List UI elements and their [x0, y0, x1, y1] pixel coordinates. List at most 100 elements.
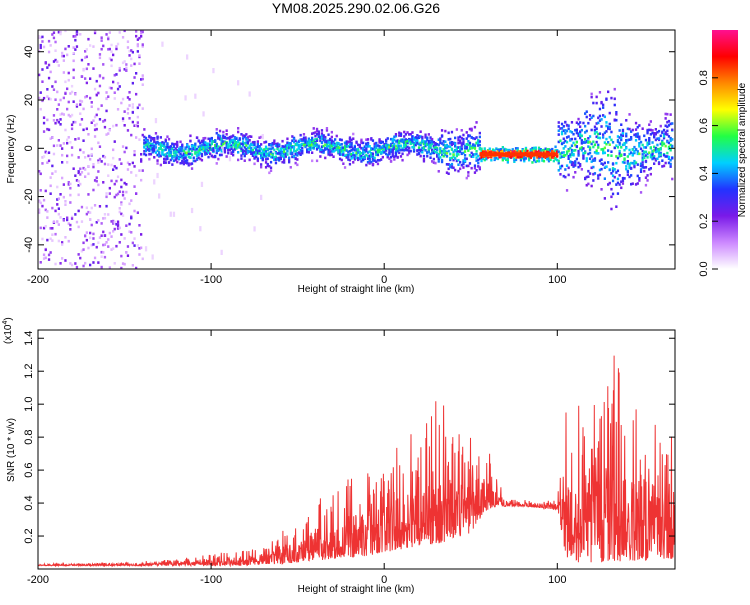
spectrogram-cell [450, 162, 454, 166]
spectrogram-cell [618, 154, 621, 158]
spectrogram-cell [113, 195, 116, 199]
spectrogram-cell [375, 150, 378, 154]
spectrogram-cell [439, 151, 442, 154]
spectrogram-cell [408, 151, 411, 155]
spectrogram-cell [574, 143, 577, 147]
spectrogram-cell [47, 159, 51, 163]
spectrogram-cell [311, 146, 314, 150]
spectrogram-cell [138, 54, 141, 57]
spectrogram-cell [151, 147, 154, 150]
spectrogram-cell [79, 33, 82, 36]
spectrogram-cell [246, 151, 250, 154]
spectrogram-cell [151, 142, 154, 146]
spectrogram-cell [294, 153, 297, 156]
spectrogram-cell [389, 148, 393, 151]
spectrogram-cell [646, 143, 649, 147]
spectrogram-cell [154, 146, 158, 149]
spectrogram-cell [146, 143, 149, 146]
spectrogram-cell [51, 227, 54, 230]
spectrogram-cell [116, 222, 120, 226]
spectrogram-cell [634, 128, 638, 131]
spectrogram-cell [241, 149, 245, 152]
spectrogram-cell [454, 168, 457, 172]
spectrogram-cell [274, 144, 278, 147]
spectrogram-cell [59, 193, 62, 196]
spectrogram-cell [404, 133, 407, 136]
spectrogram-cell [651, 150, 654, 153]
spectrogram-cell [396, 146, 399, 150]
spectrogram-cell [649, 167, 652, 170]
spectrogram-cell [352, 153, 355, 157]
spectrogram-cell [125, 190, 128, 194]
spectrogram-cell [315, 129, 319, 133]
spectrogram-cell [486, 156, 490, 159]
spectrogram-cell [93, 179, 97, 182]
spectrogram-cell [217, 157, 220, 161]
spectrogram-cell [176, 145, 179, 148]
spectrogram-cell [603, 115, 606, 119]
spectrogram-cell [618, 136, 621, 139]
spectrogram-cell [362, 158, 365, 161]
spectrogram-cell [51, 233, 54, 236]
spectrogram-cell [225, 137, 228, 140]
spectrogram-cell [241, 137, 245, 140]
spectrogram-cell [113, 182, 116, 186]
spectrogram-cell [174, 142, 177, 146]
spectrogram-cell [419, 143, 422, 147]
spectrogram-cell [125, 63, 128, 66]
spectrogram-cell [84, 234, 87, 237]
spectrogram-cell [107, 213, 110, 216]
spectrogram-cell [654, 150, 657, 154]
spectrogram-cell [46, 127, 49, 131]
spectrogram-cell [560, 122, 564, 126]
spectrogram-cell [207, 137, 210, 141]
spectrogram-cell [444, 150, 447, 153]
spectrogram-cell [551, 147, 554, 151]
spectrogram-cell [597, 143, 600, 147]
spectrogram-cell [588, 114, 592, 117]
spectrogram-cell [546, 148, 549, 151]
spectrogram-cell [577, 134, 580, 137]
spectrogram-cell [380, 151, 383, 154]
spectrogram-cell [61, 51, 64, 55]
spectrogram-cell [662, 153, 666, 157]
spectrogram-cell [212, 140, 215, 143]
spectrogram-cell [371, 162, 375, 166]
spectrogram-cell [95, 127, 98, 131]
spectrogram-cell [153, 179, 156, 185]
spectrogram-cell [651, 151, 654, 155]
spectrogram-cell [269, 144, 273, 147]
spectrogram-cell [381, 144, 384, 148]
spectrogram-cell [352, 137, 355, 140]
spectrogram-cell [327, 139, 330, 142]
spectrogram-cell [643, 166, 646, 169]
spectrogram-cell [253, 151, 256, 154]
spectrogram-cell [373, 147, 376, 151]
spectrogram-cell [291, 135, 294, 138]
spectrogram-cell [315, 148, 319, 151]
spectrogram-cell [51, 206, 54, 210]
spectrogram-cell [667, 155, 671, 159]
spectrogram-cell [304, 143, 307, 146]
spectrogram-cell [158, 154, 161, 157]
spectrogram-cell [378, 148, 381, 152]
spectrogram-cell [401, 158, 404, 162]
spectrogram-cell [190, 147, 194, 151]
spectrogram-cell [42, 116, 46, 119]
spectrogram-cell [378, 150, 381, 154]
spectrogram-cell [595, 152, 598, 155]
spectrogram-cell [218, 146, 222, 150]
spectrogram-cell [332, 155, 335, 158]
spectrogram-cell [301, 151, 304, 155]
spectrogram-cell [621, 179, 625, 183]
spectrogram-cell [289, 148, 292, 151]
spectrogram-cell [334, 146, 337, 149]
spectrogram-cell [187, 152, 190, 156]
spectrogram-cell [243, 149, 246, 153]
spectrogram-cell [250, 150, 253, 154]
spectrogram-cell [47, 50, 51, 54]
spectrogram-cell [105, 97, 108, 101]
spectrogram-cell [644, 166, 648, 169]
spectrogram-cell [161, 144, 164, 147]
spectrogram-cell [343, 145, 347, 149]
